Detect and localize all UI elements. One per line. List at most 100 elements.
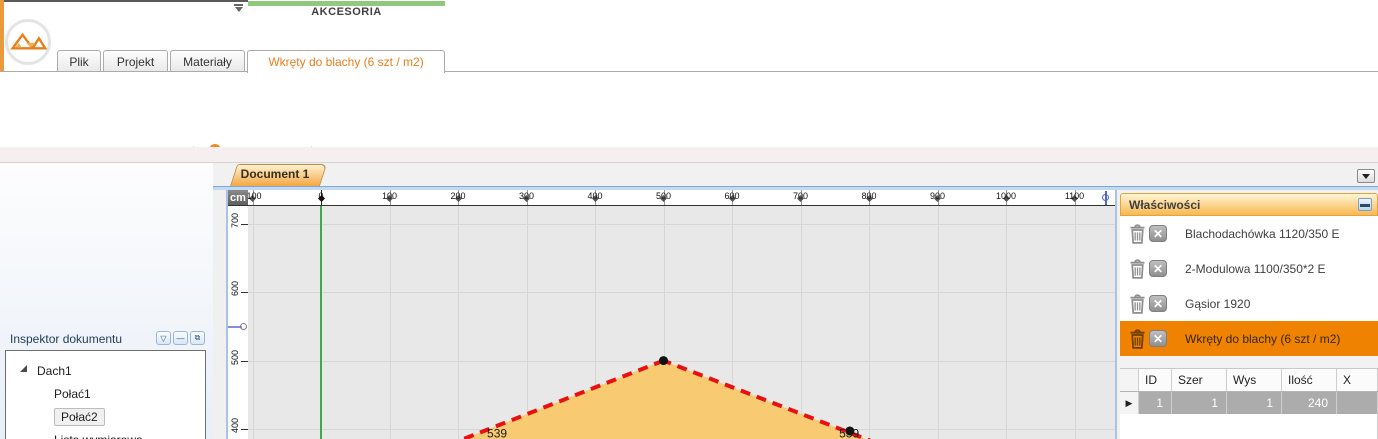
remove-material-x-button[interactable]: ✕ bbox=[1149, 260, 1167, 277]
vertex-dot[interactable] bbox=[659, 356, 668, 366]
grid-cell: 1 bbox=[1172, 392, 1227, 414]
grid-header-ilość[interactable]: Ilość bbox=[1282, 369, 1337, 391]
h-ruler-tick-label: 200 bbox=[450, 191, 466, 201]
grid-header-id[interactable]: ID bbox=[1139, 369, 1172, 391]
grid-cell: 240 bbox=[1282, 392, 1337, 414]
v-ruler-cursor-ring bbox=[240, 322, 247, 330]
grid-line-horizontal bbox=[248, 224, 1115, 225]
grid-header-szer[interactable]: Szer bbox=[1172, 369, 1227, 391]
contextual-tab-highlight bbox=[248, 1, 445, 6]
h-ruler-tick-label: 500 bbox=[655, 191, 672, 201]
document-inspector-panel: Inspektor dokumentu ▽ — ⧉ Dach1 Połać1 Poł… bbox=[0, 163, 213, 439]
grid-cell: 1 bbox=[1227, 392, 1282, 414]
ribbon-tab-plik[interactable]: Plik bbox=[57, 50, 101, 72]
material-list-item[interactable]: ✕ Gąsior 1920 bbox=[1120, 286, 1378, 321]
material-item-label: Blachodachówka 1120/350 E bbox=[1185, 226, 1340, 241]
window-top-edge bbox=[0, 0, 248, 2]
remove-material-x-button[interactable]: ✕ bbox=[1149, 295, 1167, 312]
delete-material-button[interactable] bbox=[1128, 328, 1147, 349]
document-tab[interactable]: Document 1 bbox=[230, 164, 328, 186]
dimension-label: 539 bbox=[839, 427, 859, 439]
h-ruler-tick-label: 900 bbox=[929, 191, 946, 201]
tree-item-dach1[interactable]: Dach1 bbox=[37, 361, 72, 380]
ribbon-tab-materiały[interactable]: Materiały bbox=[170, 50, 245, 72]
v-ruler-tick-label: 700 bbox=[230, 212, 240, 228]
grid-header-row: ID Szer Wys Ilość X bbox=[1120, 369, 1378, 392]
delete-material-button[interactable] bbox=[1128, 293, 1147, 314]
inspector-tree-container: Dach1Połać1Połać2Lista wymiarowaOfertaDa… bbox=[5, 350, 206, 439]
v-ruler-tick-label: 400 bbox=[230, 417, 240, 433]
tab-bar-divider bbox=[213, 186, 1378, 190]
delete-material-button[interactable] bbox=[1128, 223, 1147, 244]
ribbon-tab-wkręty-do-blachy-6-szt-m2[interactable]: Wkręty do blachy (6 szt / m2) bbox=[247, 50, 445, 73]
drawing-canvas-frame: cm -100 0 100 200 300 400 500 600 700 800 900 1000 1… bbox=[226, 190, 1117, 439]
h-ruler-tick-label: 600 bbox=[724, 191, 740, 201]
inspector-dropdown-button[interactable]: ▽ bbox=[156, 331, 171, 345]
grid-line-horizontal bbox=[248, 360, 1115, 362]
vertex-dot[interactable] bbox=[845, 426, 855, 436]
trash-icon bbox=[1130, 294, 1145, 314]
grid-header-wys[interactable]: Wys bbox=[1227, 369, 1282, 391]
material-list-item[interactable]: ✕ 2-Modulowa 1100/350*2 E bbox=[1120, 251, 1378, 286]
tree-item-label: Lista wymiarowa bbox=[54, 433, 143, 439]
remove-material-x-button[interactable]: ✕ bbox=[1149, 330, 1167, 347]
properties-minimize-button[interactable]: ▬ bbox=[1358, 198, 1372, 211]
material-list: ✕ Blachodachówka 1120/350 E ✕ 2-Modulowa 11… bbox=[1120, 216, 1378, 356]
grid-line-vertical bbox=[389, 206, 391, 439]
inspector-close-button[interactable]: ⧉ bbox=[190, 331, 205, 345]
roof-truss-icon bbox=[10, 32, 48, 50]
remove-material-x-button[interactable]: ✕ bbox=[1149, 225, 1167, 242]
ribbon-tab-projekt[interactable]: Projekt bbox=[103, 50, 168, 72]
app-logo-button[interactable] bbox=[5, 19, 51, 65]
dimension-label: 539 bbox=[487, 427, 507, 439]
horizontal-ruler: -100 0 100 200 300 400 500 600 700 800 900 1000 1100 bbox=[248, 190, 1115, 206]
grid-header-x[interactable]: X bbox=[1337, 369, 1378, 391]
chevron-down-icon bbox=[1362, 173, 1370, 179]
tree-expander-icon[interactable] bbox=[20, 365, 27, 372]
v-ruler-cursor-line bbox=[228, 325, 242, 328]
grid-data-row[interactable]: ▶ 1 1 1 240 bbox=[1120, 392, 1378, 414]
grid-line-vertical bbox=[1006, 206, 1007, 439]
material-item-label: Gąsior 1920 bbox=[1185, 296, 1251, 311]
ribbon-collapse-button[interactable] bbox=[230, 3, 247, 16]
document-list-dropdown-button[interactable] bbox=[1357, 169, 1375, 183]
material-item-label: 2-Modulowa 1100/350*2 E bbox=[1185, 261, 1326, 276]
origin-axis-line bbox=[320, 206, 322, 439]
grid-header-marker-cell bbox=[1120, 369, 1139, 391]
ruler-unit-label: cm bbox=[228, 190, 248, 206]
inspector-minimize-button[interactable]: — bbox=[173, 331, 188, 345]
ribbon-group-bar: Optymalizacja Materiał bbox=[0, 147, 1378, 307]
inspector-title: Inspektor dokumentu bbox=[10, 332, 123, 346]
grid-line-vertical bbox=[663, 206, 665, 439]
material-list-item[interactable]: ✕ Blachodachówka 1120/350 E bbox=[1120, 216, 1378, 251]
properties-title: Właściwości bbox=[1129, 197, 1201, 212]
grid-line-vertical bbox=[800, 206, 802, 439]
h-ruler-tick-label: 800 bbox=[861, 191, 877, 201]
drawing-viewport[interactable]: 539 539 bbox=[248, 206, 1115, 439]
v-ruler-tick bbox=[241, 224, 248, 225]
tree-item-połać1[interactable]: Połać1 bbox=[54, 384, 91, 403]
tree-item-połać2[interactable]: Połać2 bbox=[54, 407, 105, 426]
h-ruler-tick-label: 1000 bbox=[995, 191, 1017, 201]
v-ruler-tick bbox=[241, 292, 248, 294]
tree-item-label: Dach1 bbox=[37, 363, 72, 378]
trash-icon bbox=[1130, 224, 1145, 244]
material-list-item[interactable]: ✕ Wkręty do blachy (6 szt / m2) bbox=[1120, 321, 1378, 356]
h-ruler-tick-label: 100 bbox=[381, 191, 398, 201]
trash-icon bbox=[1130, 259, 1145, 279]
v-ruler-tick-label: 600 bbox=[230, 281, 240, 297]
tree-item-label: Połać1 bbox=[54, 386, 91, 401]
properties-header: Właściwości ▬ bbox=[1120, 193, 1378, 216]
grid-cell: 1 bbox=[1139, 392, 1172, 414]
document-tab-label: Document 1 bbox=[240, 167, 310, 181]
v-ruler-tick bbox=[241, 428, 248, 430]
delete-material-button[interactable] bbox=[1128, 258, 1147, 279]
grid-cell bbox=[1337, 392, 1378, 414]
h-ruler-tick-label: 1100 bbox=[1064, 191, 1085, 201]
grid-line-vertical bbox=[937, 206, 939, 439]
h-ruler-tick-label: 700 bbox=[792, 191, 809, 201]
roof-slope-polygon[interactable] bbox=[446, 358, 884, 439]
grid-line-horizontal bbox=[248, 292, 1115, 294]
tree-item-lista-wymiarowa[interactable]: Lista wymiarowa bbox=[54, 430, 143, 439]
